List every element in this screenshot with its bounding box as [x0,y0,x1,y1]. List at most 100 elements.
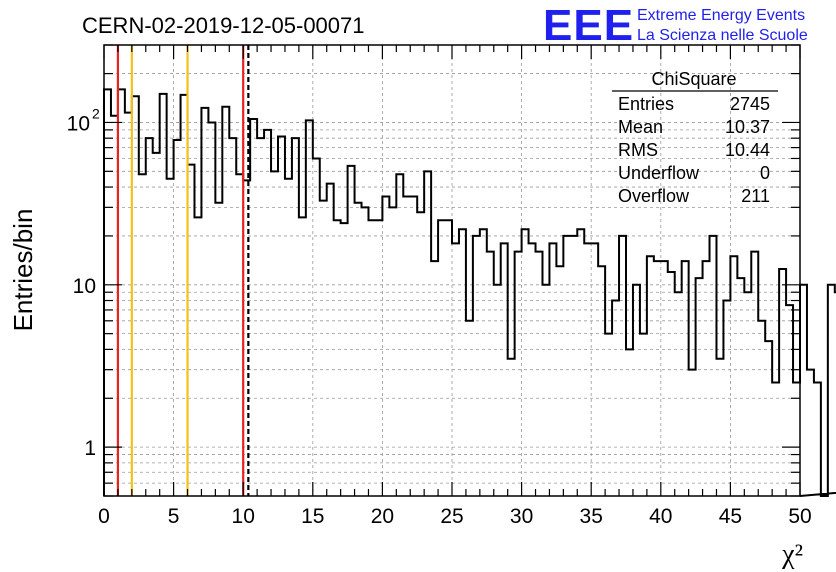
histogram-bin [306,120,313,496]
histogram-bin [264,130,271,496]
x-tick-label: 50 [788,505,811,528]
histogram-bin [348,166,355,496]
stats-label: Entries [618,94,674,114]
stats-label: Underflow [618,163,700,183]
y-tick-label: 10 [73,275,96,298]
histogram-bin [431,261,438,496]
histogram-bin [194,217,201,496]
x-tick-label: 0 [98,505,110,528]
histogram-outline [103,88,836,497]
histogram-bin [355,203,362,496]
logo-line-2: La Scienza nelle Scuole [637,27,808,44]
histogram-bin [410,196,417,496]
histogram-bin [640,334,647,496]
x-tick-label: 30 [510,505,533,528]
grid-lines [104,45,800,496]
histogram-bin [320,201,327,496]
x-tick-label: 10 [232,505,255,528]
histogram-bin [208,122,215,496]
run-title: CERN-02-2019-12-05-00071 [82,13,365,38]
stats-value: 10.37 [725,117,770,137]
stats-value: 10.44 [725,140,770,160]
histogram-bin [570,236,577,496]
histogram-bin [424,171,431,496]
histogram-bin [313,158,320,496]
stats-value: 0 [760,163,770,183]
histogram-bin [563,236,570,496]
histogram-bin [626,349,633,496]
histogram-bin [459,229,466,496]
histogram-series [103,88,836,497]
histogram-bin [452,243,459,496]
stats-rows: Entries 2745 Mean 10.37 RMS 10.44 Underflow 0 Ov… [618,94,770,206]
histogram-bin [389,207,396,496]
histogram-bin [668,272,675,496]
histogram-bin [716,359,723,496]
histogram-bin [201,108,208,496]
x-tick-label: 35 [580,505,603,528]
histogram-bin [591,243,598,496]
histogram-bin [222,107,229,496]
stats-title: ChiSquare [651,69,736,89]
histogram-bin [522,229,529,496]
histogram-bin [765,341,772,496]
histogram-bin [382,196,389,496]
marker-lines [116,45,250,496]
histogram-bin [487,252,494,496]
histogram-bin [480,229,487,496]
histogram-bin [710,236,717,496]
histogram-bin [647,256,654,496]
histogram-bin [703,261,710,496]
histogram-bin [800,285,807,496]
histogram-bin [327,184,334,496]
histogram-bin [271,171,278,496]
histogram-bin [779,269,786,496]
histogram-bin [375,220,382,496]
histogram-bin [598,266,605,496]
stats-label: Overflow [618,186,690,206]
histogram-bin [362,207,369,496]
histogram-bin [633,285,640,496]
stats-value: 2745 [730,94,770,114]
histogram-bin [828,285,835,496]
histogram-bin [417,212,424,496]
histogram-bin [529,243,536,496]
y-tick-label: 1 [84,437,96,460]
y-tick-label: 10 [67,112,90,135]
histogram-bin [730,256,737,496]
histogram-bin [299,217,306,496]
x-axis-label: χ² [781,539,803,570]
histogram-bin [278,136,285,496]
histogram-bin [814,383,821,496]
logo-line-1: Extreme Energy Events [637,7,805,24]
histogram-bin [737,278,744,496]
histogram-bin [807,370,814,496]
histogram-bin [577,229,584,496]
y-tick-exponent: 2 [92,105,100,121]
histogram-bin [501,243,508,496]
histogram-bin [772,383,779,496]
histogram-bin [341,223,348,496]
x-tick-label: 45 [719,505,742,528]
stats-box: ChiSquare Entries 2745 Mean 10.37 RMS 10.44 Un… [612,69,778,206]
histogram-bin [723,301,730,496]
histogram-bin [368,220,375,496]
histogram-bin [438,220,445,496]
histogram-bin [536,252,543,496]
histogram-bin [584,243,591,496]
histogram-bin [215,203,222,496]
histogram-bin [139,174,146,496]
histogram-bin [466,321,473,496]
histogram-bin [403,196,410,496]
histogram-bin [605,334,612,496]
histogram-bin [654,261,661,496]
histogram-bin [174,140,181,496]
histogram-bin [675,292,682,496]
x-tick-label: 15 [301,505,324,528]
histogram-bin [285,179,292,496]
histogram-bin [292,138,299,496]
histogram-bin [751,252,758,496]
histogram-bin [250,119,257,496]
